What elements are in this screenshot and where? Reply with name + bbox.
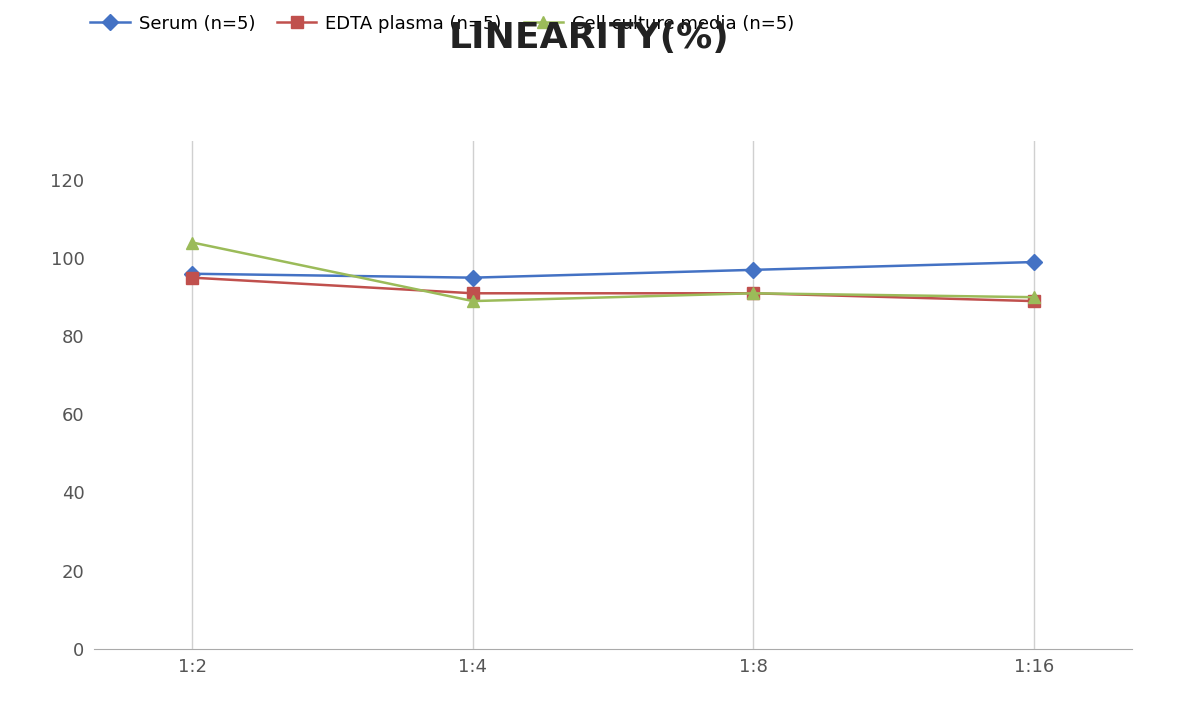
Serum (n=5)	[746, 266, 760, 274]
Line: Cell culture media (n=5): Cell culture media (n=5)	[186, 236, 1040, 307]
Line: Serum (n=5): Serum (n=5)	[187, 257, 1039, 283]
Serum (n=5)	[466, 274, 480, 282]
Cell culture media (n=5)	[1027, 293, 1041, 302]
Serum (n=5)	[185, 269, 199, 278]
Serum (n=5)	[1027, 258, 1041, 266]
EDTA plasma (n=5)	[185, 274, 199, 282]
Cell culture media (n=5)	[185, 238, 199, 247]
Cell culture media (n=5)	[466, 297, 480, 305]
EDTA plasma (n=5)	[1027, 297, 1041, 305]
Cell culture media (n=5)	[746, 289, 760, 298]
Legend: Serum (n=5), EDTA plasma (n=5), Cell culture media (n=5): Serum (n=5), EDTA plasma (n=5), Cell cul…	[83, 8, 802, 41]
Line: EDTA plasma (n=5): EDTA plasma (n=5)	[187, 272, 1039, 307]
Text: LINEARITY(%): LINEARITY(%)	[449, 21, 730, 55]
EDTA plasma (n=5)	[746, 289, 760, 298]
EDTA plasma (n=5)	[466, 289, 480, 298]
